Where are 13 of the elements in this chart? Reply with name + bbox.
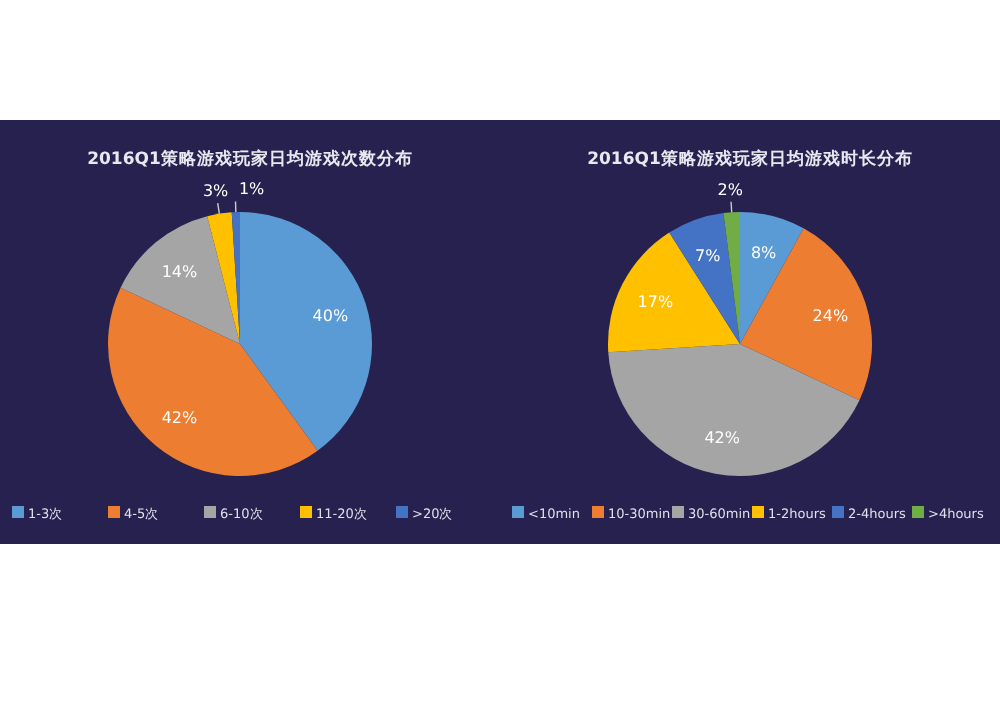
data-label: 8%	[750, 243, 778, 262]
chart-title: 2016Q1策略游戏玩家日均游戏时长分布	[587, 148, 913, 170]
data-label: 17%	[637, 292, 674, 311]
data-label: 1%	[238, 180, 266, 199]
chart-title: 2016Q1策略游戏玩家日均游戏次数分布	[87, 148, 413, 170]
data-label: 42%	[704, 429, 741, 448]
data-label: 42%	[161, 409, 198, 428]
data-label: 3%	[202, 182, 230, 201]
data-label: 24%	[812, 306, 849, 325]
data-label: 2%	[717, 180, 744, 199]
data-label: 14%	[161, 262, 198, 281]
data-label: 7%	[695, 246, 722, 265]
data-label: 40%	[312, 306, 349, 325]
